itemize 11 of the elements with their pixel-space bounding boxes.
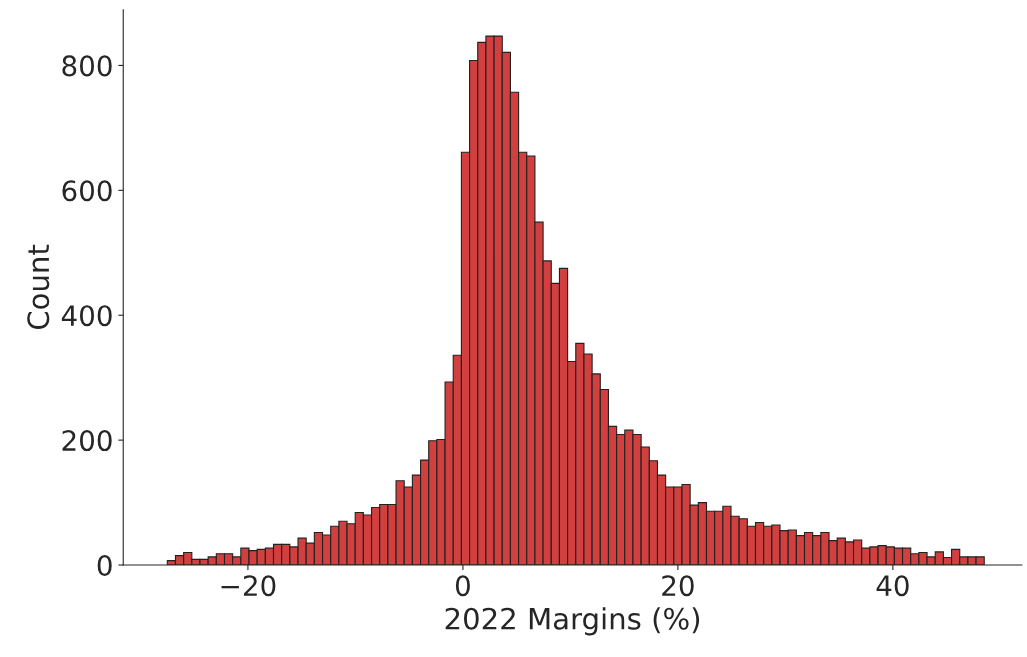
y-tick-label: 400: [61, 305, 112, 327]
y-tick-label: 0: [97, 554, 112, 576]
y-tick-label: 800: [62, 55, 112, 77]
y-axis-title: Count: [27, 244, 50, 330]
x-tick-label: −20: [221, 575, 276, 597]
y-tick-label: 200: [62, 430, 112, 452]
x-tick-label: 20: [662, 575, 694, 597]
x-tick-label: 0: [455, 575, 470, 597]
x-tick-label: 40: [876, 575, 909, 597]
y-tick-label: 600: [62, 180, 112, 202]
x-axis-title: 2022 Margins (%): [445, 607, 700, 636]
